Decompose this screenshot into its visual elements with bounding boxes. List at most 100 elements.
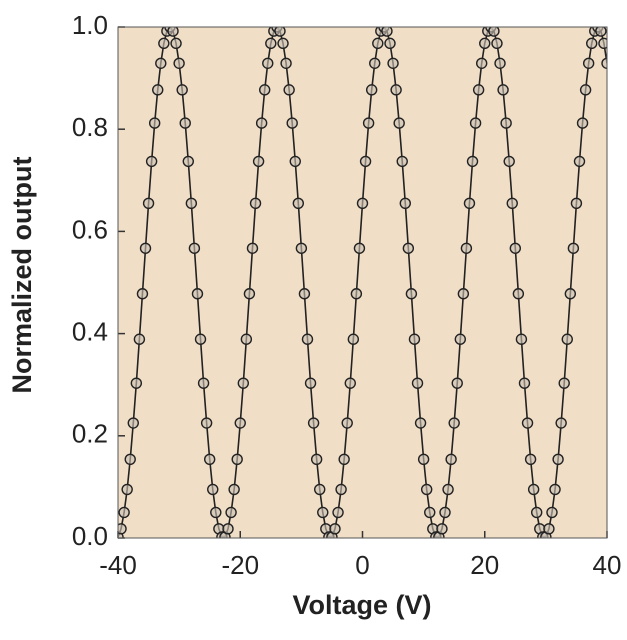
data-point — [307, 417, 320, 429]
data-point — [332, 506, 344, 519]
y-tick-label: 0.2 — [72, 419, 108, 449]
data-point — [179, 117, 191, 129]
data-point — [298, 288, 311, 300]
data-point — [573, 155, 586, 168]
data-point — [420, 483, 433, 496]
data-point — [283, 84, 295, 96]
data-point — [359, 155, 372, 168]
data-point — [475, 57, 488, 69]
data-point — [531, 506, 543, 519]
data-point — [387, 57, 399, 69]
data-point — [457, 288, 470, 300]
data-point — [524, 453, 537, 466]
data-point — [185, 197, 198, 209]
x-tick-label: 40 — [593, 550, 622, 580]
data-point — [314, 483, 326, 496]
plot-area — [118, 27, 607, 538]
data-point — [601, 57, 607, 69]
data-point — [237, 377, 250, 389]
y-tick-label: 0.6 — [72, 214, 108, 244]
data-point — [466, 155, 479, 168]
data-point — [472, 84, 485, 96]
data-point — [488, 27, 500, 37]
data-point — [118, 506, 130, 519]
data-point — [598, 37, 607, 50]
data-point — [130, 377, 143, 389]
data-point — [347, 333, 360, 345]
data-point — [567, 242, 580, 254]
data-point — [207, 483, 219, 496]
data-point — [225, 506, 237, 519]
data-point — [564, 288, 577, 300]
data-point — [148, 117, 161, 129]
series — [118, 27, 607, 538]
data-point — [518, 377, 531, 389]
data-point — [170, 37, 182, 50]
data-point — [274, 27, 286, 37]
data-point — [463, 197, 476, 209]
data-point — [500, 117, 512, 129]
data-point — [384, 37, 396, 50]
data-point — [436, 523, 448, 535]
data-point — [152, 84, 164, 96]
data-point — [228, 483, 240, 496]
data-point — [277, 37, 289, 50]
data-point — [353, 242, 366, 254]
data-point — [210, 506, 222, 519]
data-point — [222, 523, 234, 535]
data-point — [356, 197, 369, 209]
y-axis-title: Normalized output — [7, 157, 37, 394]
y-tick-label: 0.0 — [72, 521, 108, 551]
data-point — [301, 333, 314, 345]
data-point — [191, 288, 204, 300]
data-point — [286, 117, 298, 129]
data-point — [127, 417, 139, 429]
data-point — [262, 57, 274, 69]
data-point — [139, 242, 152, 254]
data-point — [252, 155, 265, 168]
data-point — [381, 27, 393, 37]
data-point — [549, 483, 561, 496]
data-point — [503, 155, 515, 168]
data-point — [203, 453, 216, 466]
data-point — [350, 288, 363, 300]
data-point — [145, 155, 158, 168]
data-point — [173, 57, 185, 69]
data-point — [454, 333, 466, 345]
data-point — [341, 417, 353, 429]
data-point — [369, 57, 381, 69]
data-point — [118, 523, 127, 535]
data-point — [396, 155, 408, 168]
data-point — [176, 84, 188, 96]
data-point — [448, 417, 460, 429]
data-point — [124, 453, 136, 466]
data-point — [555, 417, 567, 429]
data-point — [579, 84, 592, 96]
data-point — [265, 37, 277, 50]
x-tick-label: 20 — [470, 550, 499, 580]
data-point — [289, 155, 301, 168]
x-axis-title: Voltage (V) — [292, 590, 431, 620]
data-point — [451, 377, 463, 389]
data-point — [479, 37, 491, 50]
data-point — [445, 453, 457, 466]
plot-frame — [117, 26, 608, 539]
x-tick-label: -40 — [99, 550, 137, 580]
data-point — [243, 288, 256, 300]
data-point — [136, 288, 149, 300]
data-point — [231, 453, 243, 466]
data-point — [439, 506, 451, 519]
data-point — [561, 333, 573, 345]
data-point — [552, 453, 564, 466]
data-point — [200, 417, 213, 429]
data-point — [133, 333, 146, 345]
data-point — [460, 242, 473, 254]
data-point — [521, 417, 534, 429]
data-point — [234, 417, 246, 429]
data-point — [194, 333, 207, 345]
data-point — [393, 117, 405, 129]
data-point — [570, 197, 583, 209]
y-tick-label: 0.8 — [72, 112, 108, 142]
data-point — [408, 333, 421, 345]
